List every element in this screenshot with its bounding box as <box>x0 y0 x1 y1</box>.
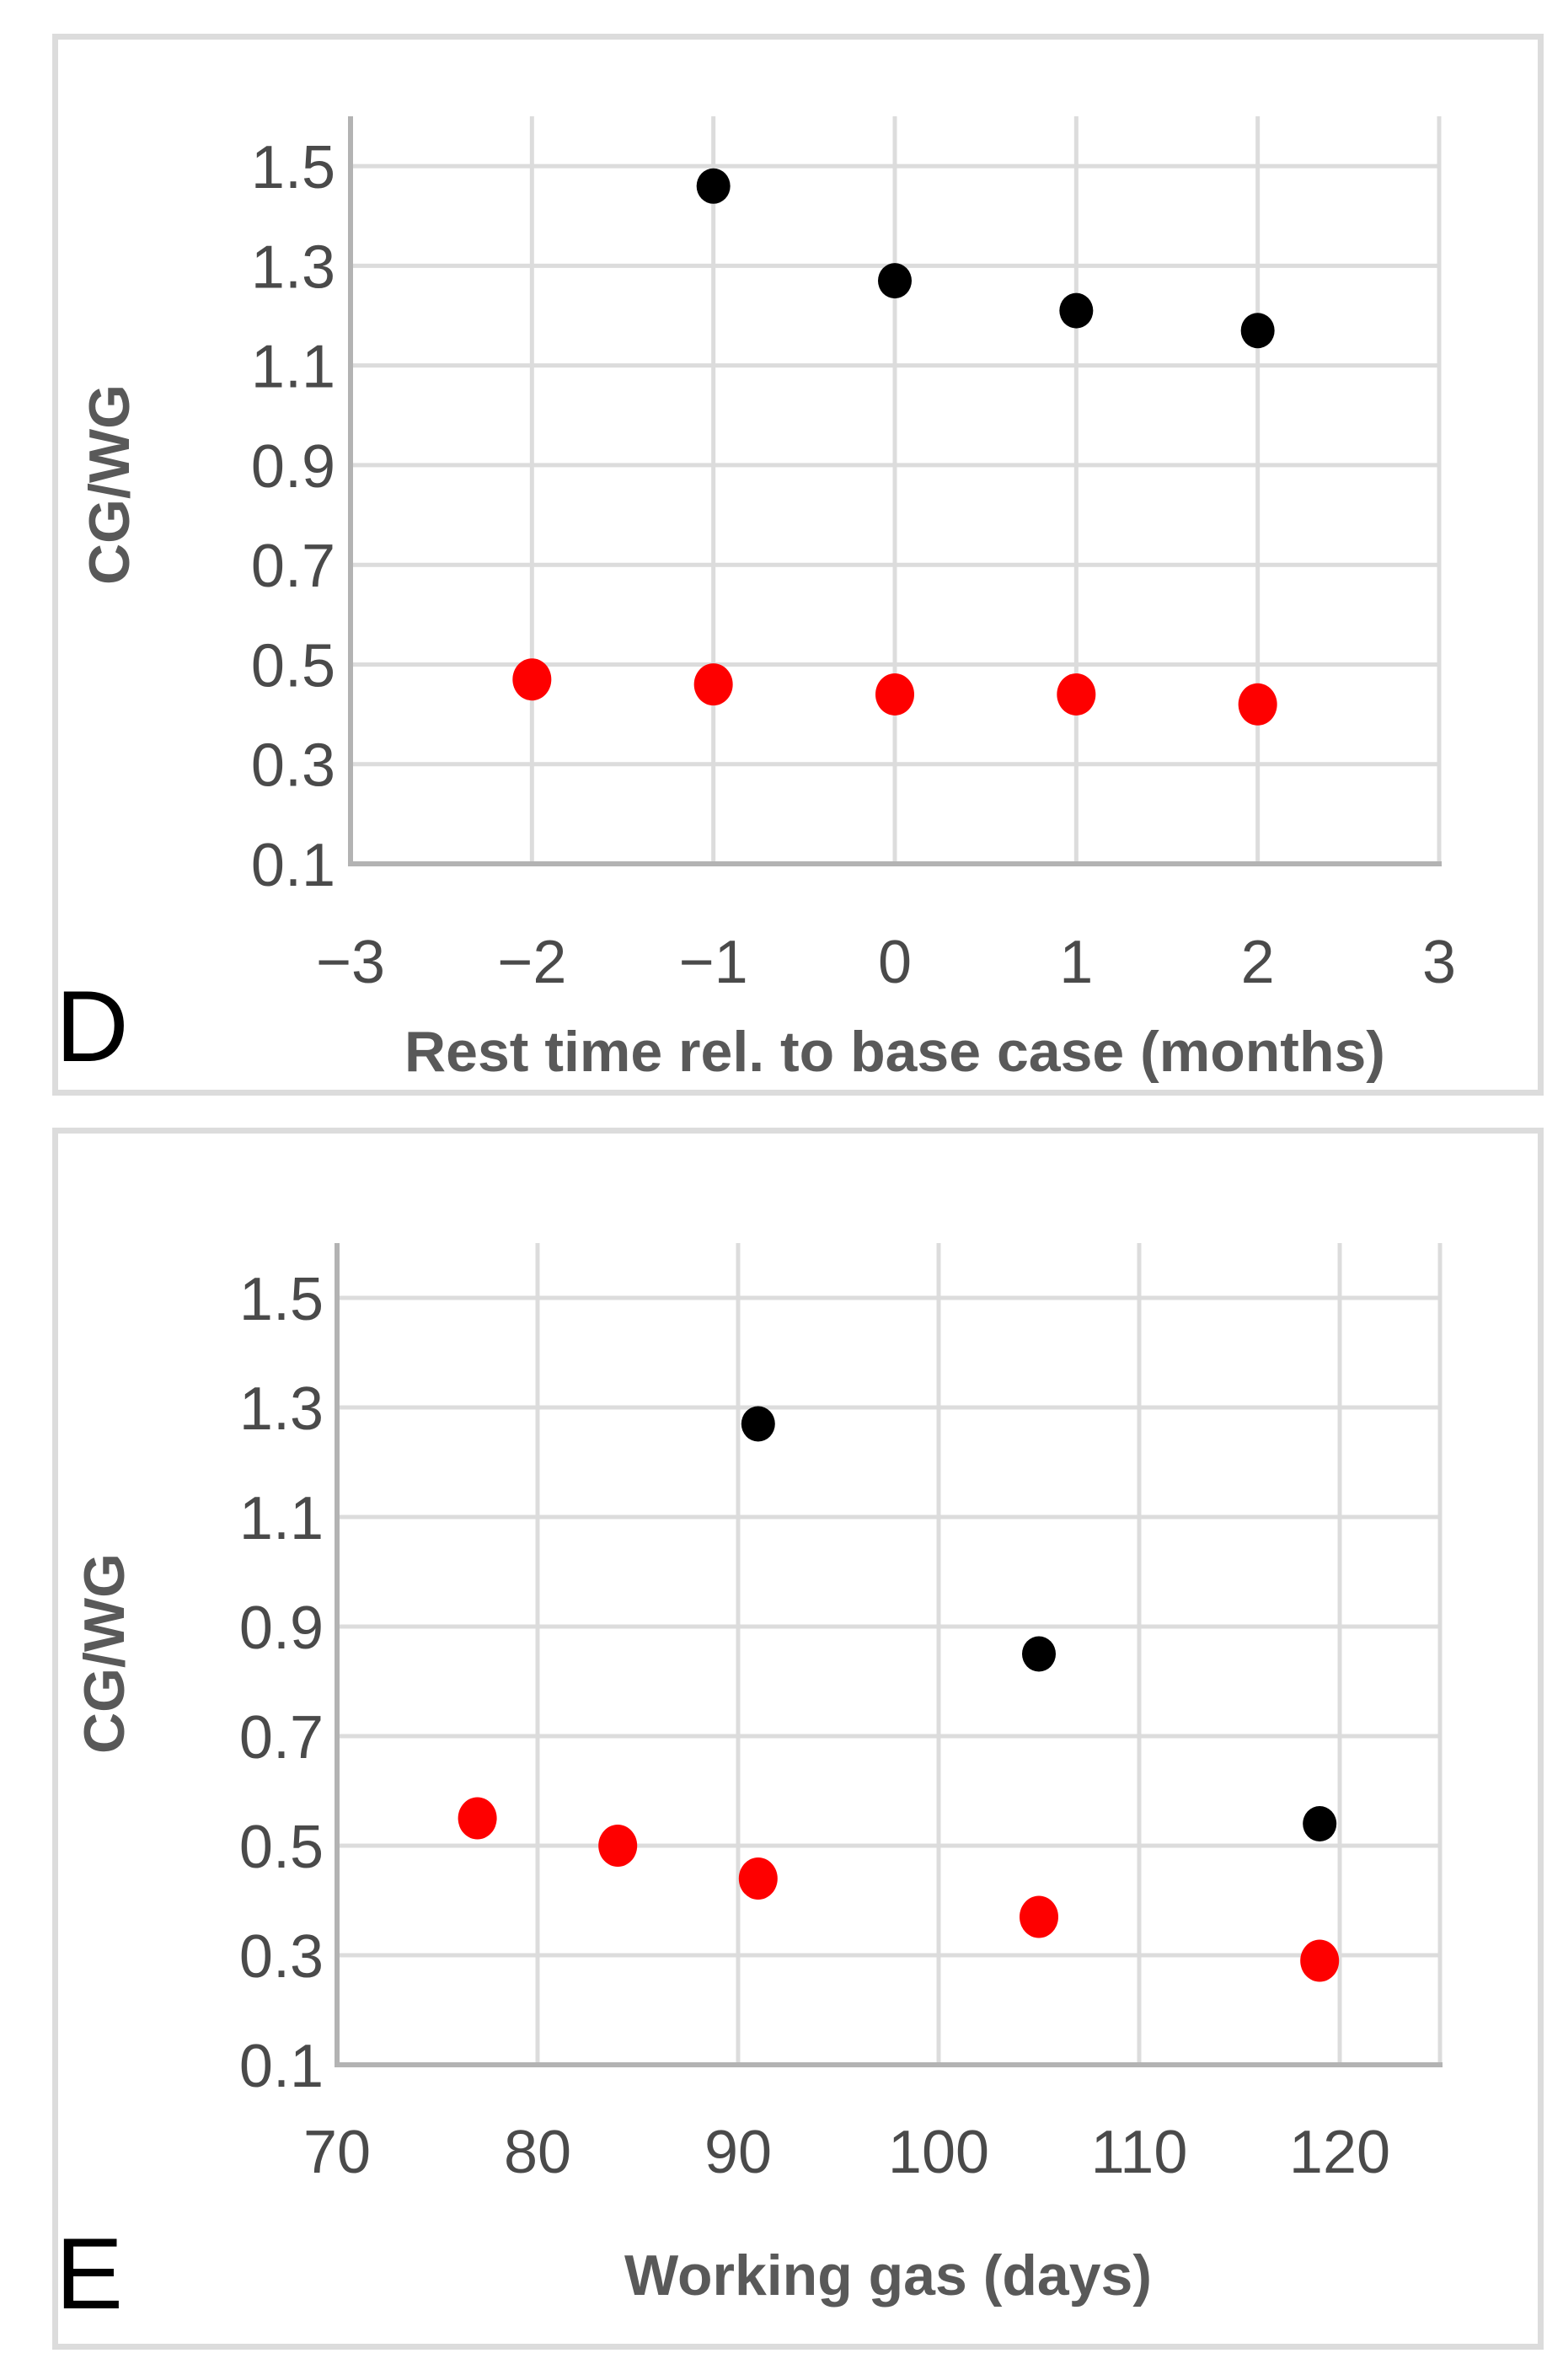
x-tick-label: 3 <box>1422 929 1456 996</box>
y-tick-label: 0.1 <box>239 2033 324 2100</box>
x-tick-label: 1 <box>1059 929 1093 996</box>
x-tick-label: 2 <box>1241 929 1275 996</box>
black-data-point <box>1022 1636 1056 1672</box>
y-tick-label: 0.5 <box>239 1814 324 1881</box>
x-axis-title-e: Working gas (days) <box>624 2243 1152 2308</box>
black-data-point <box>1303 1806 1337 1841</box>
black-data-point <box>741 1406 775 1442</box>
black-data-point <box>696 168 731 204</box>
y-tick-label: 0.3 <box>251 732 335 800</box>
red-data-point <box>693 663 733 706</box>
red-data-point <box>1020 1895 1058 1938</box>
x-tick-label: −3 <box>316 929 385 996</box>
y-tick-label: 0.5 <box>251 632 335 700</box>
red-data-point <box>512 658 552 701</box>
x-tick-label: −2 <box>497 929 566 996</box>
red-data-point <box>738 1857 778 1900</box>
red-data-point <box>458 1797 497 1840</box>
black-data-point <box>1059 292 1094 329</box>
red-data-point <box>1057 673 1096 716</box>
x-tick-label: −1 <box>679 929 748 996</box>
y-tick-label: 0.9 <box>251 433 335 501</box>
y-tick-label: 0.7 <box>239 1704 324 1772</box>
x-tick-label: 100 <box>888 2119 989 2186</box>
y-tick-label: 0.9 <box>239 1595 324 1662</box>
x-tick-label: 110 <box>1091 2119 1188 2186</box>
panel-letter-e: E <box>56 2217 123 2330</box>
x-tick-label: 90 <box>704 2119 772 2186</box>
y-tick-label: 1.1 <box>251 334 335 401</box>
panel-letter-d: D <box>56 970 129 1083</box>
y-tick-label: 1.5 <box>239 1266 324 1333</box>
y-tick-label: 1.5 <box>251 134 335 201</box>
y-axis-title-d: CG/WG <box>78 384 142 585</box>
red-data-point <box>1300 1939 1340 1982</box>
x-tick-label: 70 <box>303 2119 371 2186</box>
red-data-point <box>598 1825 638 1867</box>
y-axis-title-e: CG/WG <box>72 1553 136 1754</box>
x-tick-label: 80 <box>504 2119 571 2186</box>
panel-e-frame <box>52 1128 1544 2350</box>
y-tick-label: 0.1 <box>251 832 335 899</box>
y-tick-label: 1.1 <box>239 1485 324 1552</box>
y-tick-label: 1.3 <box>239 1375 324 1443</box>
black-data-point <box>1240 313 1275 349</box>
red-data-point <box>1238 683 1277 726</box>
y-tick-label: 0.3 <box>239 1923 324 1991</box>
x-axis-title-d: Rest time rel. to base case (months) <box>404 1020 1385 1084</box>
red-data-point <box>875 673 914 716</box>
x-tick-label: 0 <box>878 929 912 996</box>
y-tick-label: 1.3 <box>251 233 335 301</box>
x-tick-label: 120 <box>1289 2119 1390 2186</box>
y-tick-label: 0.7 <box>251 533 335 600</box>
black-data-point <box>878 263 912 299</box>
